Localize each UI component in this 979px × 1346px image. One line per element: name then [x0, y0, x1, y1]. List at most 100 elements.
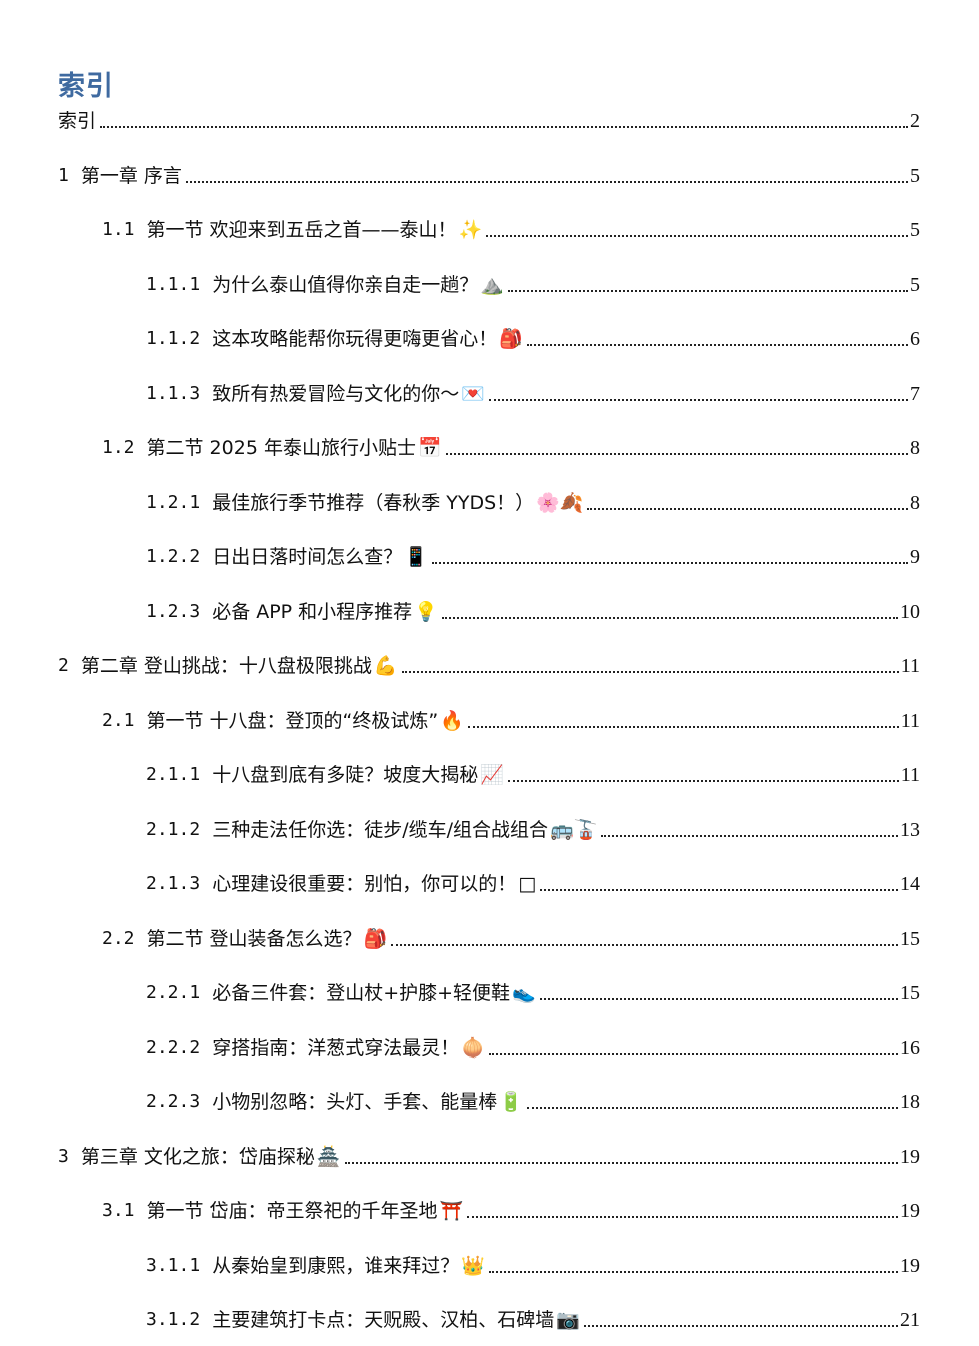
toc-entry-page: 16	[900, 1036, 920, 1059]
dot-leader	[467, 1216, 898, 1218]
toc-entry[interactable]: 2 第二章 登山挑战：十八盘极限挑战 💪 11	[58, 652, 920, 680]
toc-entry-page: 10	[900, 600, 920, 623]
toc-entry-number: 3.1.1	[146, 1254, 201, 1276]
toc-entry-title: 最佳旅行季节推荐（春秋季 YYDS！）	[212, 491, 535, 514]
toc-entry-page: 2	[910, 110, 920, 132]
toc-entry-emoji-icon: 🔥	[440, 709, 464, 732]
toc-entry-page: 11	[900, 655, 920, 677]
dot-leader	[587, 507, 908, 510]
toc-entry-number: 2.1.2	[146, 818, 201, 840]
dot-leader	[441, 616, 898, 619]
toc-entry-number: 2	[58, 655, 69, 676]
toc-entry-emoji-icon: 📅	[417, 437, 442, 459]
dot-leader	[401, 671, 899, 673]
toc-entry[interactable]: 3.1 第一节 岱庙：帝王祭祀的千年圣地 ⛩️ 19	[102, 1197, 920, 1225]
toc-entry-emoji-icon: 💡	[414, 600, 438, 623]
toc-entry-page: 13	[900, 818, 920, 841]
dot-leader	[507, 289, 908, 292]
dot-leader	[467, 725, 899, 728]
toc-entry[interactable]: 索引 2	[58, 107, 920, 135]
toc-entry[interactable]: 1 第一章 序言 5	[58, 162, 920, 190]
toc-entry[interactable]: 1.1 第一节 欢迎来到五岳之首——泰山！ ✨ 5	[102, 216, 920, 244]
toc-entry-page: 14	[900, 873, 920, 895]
toc-entry-page: 18	[900, 1091, 920, 1113]
toc-entry-number: 1.1.2	[146, 328, 201, 349]
toc-entry-page: 9	[910, 546, 920, 568]
toc-entry-title: 第三章 文化之旅：岱庙探秘	[80, 1145, 315, 1168]
toc-entry-title: 必备三件套：登山杖+护膝+轻便鞋	[212, 982, 511, 1004]
toc-entry-title: 这本攻略能帮你玩得更嗨更省心！	[212, 328, 498, 350]
toc-entry-number: 2.2.1	[146, 982, 201, 1003]
toc-entry[interactable]: 3.1.1 从秦始皇到康熙，谁来拜过？ 👑 19	[146, 1252, 920, 1280]
toc-entry-emoji-icon: 💪	[373, 655, 398, 677]
dot-leader	[526, 1107, 898, 1109]
toc-entry[interactable]: 2.1.2 三种走法任你选：徒步/缆车/组合战组合 🚌🚡 13	[146, 816, 920, 844]
toc-entry-emoji-icon: 🧅	[461, 1036, 485, 1059]
toc-entry[interactable]: 1.1.1 为什么泰山值得你亲自走一趟？ ⛰️ 5	[146, 271, 920, 299]
toc-entry[interactable]: 1.2.3 必备 APP 和小程序推荐 💡 10	[146, 598, 920, 626]
toc-entry[interactable]: 2.2.1 必备三件套：登山杖+护膝+轻便鞋 👟 15	[146, 979, 920, 1007]
toc-entry[interactable]: 2.2.3 小物别忽略：头灯、手套、能量棒 🔋 18	[146, 1088, 920, 1116]
toc-entry-number: 1.1	[102, 219, 135, 240]
toc-entry-page: 6	[910, 328, 920, 350]
toc-entry-page: 11	[900, 764, 920, 786]
toc-entry-page: 5	[910, 273, 920, 296]
dot-leader	[539, 998, 898, 1000]
toc-entry[interactable]: 2.1.3 心理建设很重要：别怕，你可以的！ □ 14	[146, 870, 920, 898]
toc-entry-title: 致所有热爱冒险与文化的你～	[212, 382, 460, 405]
dot-leader	[185, 180, 908, 183]
dot-leader	[583, 1325, 898, 1327]
toc-entry-number: 1.1.3	[146, 382, 201, 404]
toc-entry-emoji-icon: 💌	[461, 382, 485, 405]
toc-entry-number: 2.1.1	[146, 764, 201, 785]
toc-entry-emoji-icon: 📷	[556, 1309, 580, 1331]
toc-entry[interactable]: 2.2 第二节 登山装备怎么选？ 🎒 15	[102, 925, 920, 953]
dot-leader	[431, 562, 908, 564]
toc-entry[interactable]: 2.1 第一节 十八盘：登顶的“终极试炼” 🔥 11	[102, 707, 920, 735]
toc-entry-title: 穿搭指南：洋葱式穿法最灵！	[212, 1036, 460, 1059]
dot-leader	[601, 834, 898, 837]
toc-entry-title: 第一章 序言	[80, 164, 182, 187]
dot-leader	[486, 235, 908, 237]
toc-entry-page: 8	[910, 437, 920, 459]
toc-entry-emoji-icon: 👑	[461, 1254, 485, 1277]
toc-entry-number: 2.2.3	[146, 1091, 201, 1112]
toc-entry-title: 第二节 2025 年泰山旅行小贴士	[146, 437, 416, 459]
toc-entry[interactable]: 3 第三章 文化之旅：岱庙探秘 🏯 19	[58, 1143, 920, 1171]
toc-entry-page: 19	[900, 1200, 920, 1222]
toc-entry-page: 5	[910, 219, 920, 241]
toc-entry-title: 第一节 岱庙：帝王祭祀的千年圣地	[146, 1200, 438, 1222]
toc-entry[interactable]: 1.2.2 日出日落时间怎么查？ 📱 9	[146, 543, 920, 571]
dot-leader	[445, 453, 908, 455]
dot-leader	[344, 1161, 898, 1164]
toc-entry-title: 索引	[58, 110, 97, 132]
toc-entry-emoji-icon: 🎒	[363, 927, 388, 950]
toc-entry-title: 第一节 十八盘：登顶的“终极试炼”	[146, 709, 439, 732]
toc-entry[interactable]: 1.1.3 致所有热爱冒险与文化的你～ 💌 7	[146, 380, 920, 408]
toc-entry-number: 1.2.1	[146, 491, 201, 513]
toc-entry[interactable]: 3.1.2 主要建筑打卡点：天贶殿、汉柏、石碑墙 📷 21	[146, 1306, 920, 1334]
toc-entry[interactable]: 1.1.2 这本攻略能帮你玩得更嗨更省心！ 🎒 6	[146, 325, 920, 353]
toc-entry-title: 为什么泰山值得你亲自走一趟？	[212, 273, 479, 296]
toc-entry-number: 2.1	[102, 709, 135, 731]
toc-entry[interactable]: 2.1.1 十八盘到底有多陡？坡度大揭秘 📈 11	[146, 761, 920, 789]
toc-entry-number: 2.1.3	[146, 873, 201, 894]
dot-leader	[488, 398, 908, 401]
toc-entry-number: 1.2.3	[146, 600, 201, 622]
toc-entry[interactable]: 2.2.2 穿搭指南：洋葱式穿法最灵！ 🧅 16	[146, 1034, 920, 1062]
toc-entry-title: 主要建筑打卡点：天贶殿、汉柏、石碑墙	[212, 1309, 555, 1331]
toc-entry-page: 7	[910, 382, 920, 405]
toc-entry-emoji-icon: 🔋	[499, 1091, 523, 1113]
toc-entry-number: 1	[58, 164, 69, 186]
toc-entry-page: 8	[910, 491, 920, 514]
dot-leader	[100, 126, 908, 128]
toc-entry-emoji-icon: □	[518, 873, 537, 895]
toc-entry[interactable]: 1.2.1 最佳旅行季节推荐（春秋季 YYDS！） 🌸🍂 8	[146, 489, 920, 517]
toc-entry-title: 心理建设很重要：别怕，你可以的！	[212, 873, 517, 895]
toc-entry-title: 第二节 登山装备怎么选？	[146, 927, 362, 950]
toc-entry-emoji-icon: 🏯	[316, 1145, 341, 1168]
toc-entry-emoji-icon: ✨	[458, 219, 483, 241]
toc-entry-emoji-icon: ⛰️	[480, 273, 504, 296]
toc-entry-emoji-icon: 🚌🚡	[550, 818, 598, 841]
toc-entry[interactable]: 1.2 第二节 2025 年泰山旅行小贴士 📅 8	[102, 434, 920, 462]
